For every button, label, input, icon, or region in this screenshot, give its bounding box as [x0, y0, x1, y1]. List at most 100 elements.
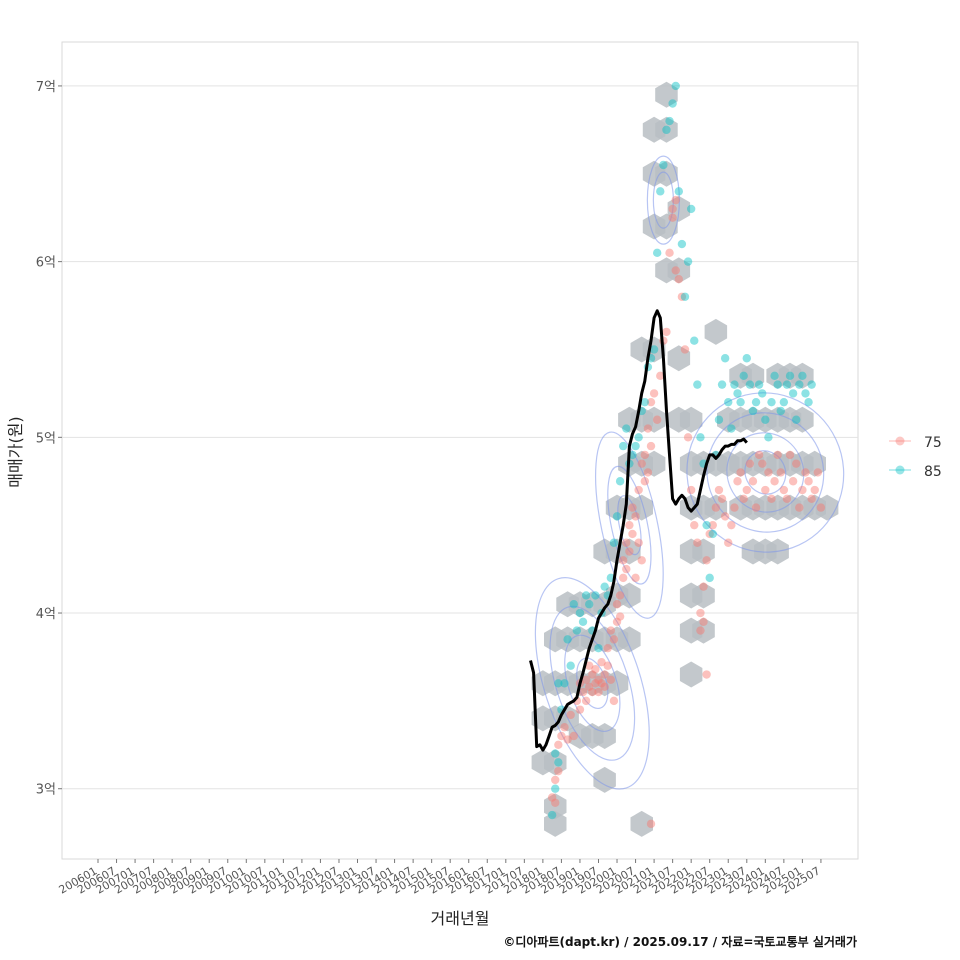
point-85 [572, 626, 582, 635]
gridlines [62, 85, 858, 790]
hex-bin [655, 116, 678, 143]
point-85 [683, 257, 693, 266]
density-contour [607, 465, 652, 585]
point-85 [649, 345, 659, 354]
point-85 [668, 99, 677, 108]
point-85 [693, 380, 702, 389]
point-75 [575, 705, 585, 714]
point-85 [767, 397, 776, 407]
y-axis-ticks: 3억 4억 5억 6억 7억 [36, 80, 62, 798]
hex-bin [667, 257, 691, 284]
point-85 [770, 371, 779, 381]
point-75 [603, 661, 612, 670]
point-75 [773, 450, 782, 460]
trend-line [529, 309, 748, 752]
density-contour [706, 412, 825, 533]
density-contour [726, 432, 805, 513]
hex-bin [593, 766, 616, 793]
point-85 [578, 617, 588, 627]
point-75 [554, 766, 563, 776]
point-75 [674, 274, 684, 284]
point-75 [625, 520, 634, 530]
point-75 [640, 477, 650, 486]
y-tick-label: 5억 [36, 431, 56, 446]
density-contour [549, 605, 636, 761]
point-75 [758, 459, 767, 468]
point-75 [665, 248, 674, 258]
data-points [547, 81, 826, 829]
point-85 [739, 371, 748, 381]
point-75 [591, 679, 600, 688]
point-75 [609, 696, 619, 706]
hex-bin [679, 538, 703, 565]
hex-bin [630, 494, 653, 521]
point-75 [578, 687, 588, 697]
point-75 [646, 819, 656, 829]
point-75 [600, 670, 609, 679]
point-75 [788, 477, 798, 486]
point-85 [727, 424, 736, 433]
hex-bin [630, 810, 653, 837]
hex-bin [692, 582, 715, 609]
point-85 [612, 512, 622, 521]
point-85 [807, 380, 816, 389]
point-85 [665, 116, 674, 126]
point-75 [804, 477, 813, 486]
point-85 [696, 433, 705, 442]
point-85 [566, 661, 575, 670]
trend-line-group [529, 309, 748, 752]
point-85 [717, 380, 727, 389]
point-75 [807, 494, 816, 504]
point-75 [656, 371, 665, 381]
point-85 [702, 520, 711, 530]
point-75 [637, 459, 646, 468]
point-75 [622, 564, 631, 574]
point-75 [705, 529, 714, 539]
point-75 [708, 520, 717, 530]
density-contour [564, 634, 621, 733]
point-75 [594, 675, 603, 684]
point-85 [742, 354, 751, 363]
y-tick-label: 3억 [36, 783, 56, 798]
point-75 [609, 635, 619, 644]
point-85 [798, 371, 807, 381]
hex-bin [791, 406, 814, 433]
point-85 [782, 380, 792, 389]
point-85 [785, 371, 795, 381]
density-contours [534, 155, 845, 790]
point-75 [764, 468, 773, 477]
point-85 [554, 758, 563, 767]
point-75 [606, 675, 616, 684]
legend-label-75: 75 [924, 435, 942, 451]
y-tick-label: 4억 [36, 607, 56, 622]
point-75 [551, 798, 560, 807]
point-85 [788, 389, 798, 398]
point-75 [696, 608, 705, 618]
point-85 [631, 441, 640, 451]
point-75 [745, 459, 755, 468]
legend-entry-85: 85 [889, 464, 942, 480]
point-85 [674, 187, 684, 196]
point-75 [751, 503, 761, 512]
point-75 [619, 556, 628, 565]
point-75 [671, 195, 680, 205]
point-75 [646, 441, 656, 451]
point-85 [652, 248, 662, 258]
point-85 [779, 397, 789, 407]
legend-label-85: 85 [924, 464, 942, 480]
point-85 [758, 389, 767, 398]
point-75 [631, 573, 640, 583]
point-75 [557, 731, 566, 741]
point-75 [680, 345, 690, 354]
point-75 [720, 512, 730, 521]
density-contour [744, 450, 787, 495]
point-75 [677, 292, 687, 301]
point-75 [594, 687, 603, 697]
point-75 [628, 503, 637, 512]
hex-bin [791, 362, 814, 389]
point-75 [612, 617, 622, 627]
point-85 [551, 749, 560, 758]
point-75 [560, 723, 569, 732]
point-85 [795, 380, 804, 389]
point-75 [785, 450, 795, 460]
